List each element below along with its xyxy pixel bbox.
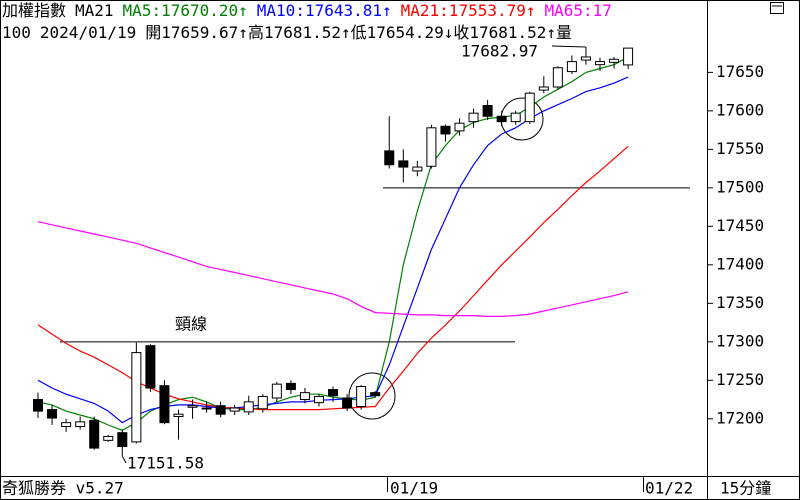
ma-line [37, 145, 629, 411]
neckline-label: 頸線 [175, 314, 207, 333]
app-name: 奇狐勝券 v5.27 [2, 479, 124, 498]
candle-body [356, 385, 367, 407]
candle-body [538, 86, 549, 91]
candle-body [623, 47, 634, 66]
header-line-2: 100 2024/01/19 開17659.67↑ 高17681.52↑ 低17654.… [2, 23, 705, 43]
x-tick-label: 01/22 [645, 479, 693, 498]
candle-body [384, 150, 395, 166]
callout-line [551, 45, 586, 48]
candle-body [103, 436, 114, 441]
y-tick-label: 17200 [716, 408, 764, 427]
candle-body [482, 104, 493, 117]
indicator: MA21 [75, 1, 114, 20]
candle-body [314, 395, 324, 404]
candle-body [552, 67, 563, 88]
candle-body [243, 401, 254, 413]
quote-info: 低17654.29↓ [350, 23, 454, 42]
candle-body [370, 392, 381, 397]
ma-line [37, 221, 629, 317]
y-tick-label: 17450 [716, 216, 764, 235]
quote-info: 2024/01/19 [39, 23, 137, 42]
candle-body [440, 125, 451, 135]
candle-body [229, 407, 240, 412]
legend-entry: MA65:17 [544, 1, 612, 20]
candle-body [299, 392, 310, 401]
highlight-circle [348, 372, 396, 420]
legend-entry: MA10:17643.81↑ [256, 1, 392, 20]
quote-info: 收17681.52↑ [453, 23, 557, 42]
candle-body [257, 395, 268, 410]
y-tick-label: 17350 [716, 293, 764, 312]
candle-body [173, 413, 184, 417]
quote-info: 開17659.67↑ [145, 23, 248, 42]
y-tick-label: 17400 [716, 254, 764, 273]
y-tick-label: 17600 [716, 100, 764, 119]
y-tick-label: 17650 [716, 62, 764, 81]
candle-body [510, 112, 521, 123]
candle-body [468, 112, 479, 123]
candle-body [454, 122, 465, 132]
candle-body [285, 382, 296, 391]
candle-body [580, 56, 591, 61]
low-label: 17151.58 [127, 454, 204, 473]
candle-body [398, 160, 409, 168]
candle-body [33, 399, 43, 412]
legend-entry: MA5:17670.20↑ [122, 1, 248, 20]
candle-body [47, 409, 58, 419]
candle-body [89, 419, 100, 449]
y-tick-label: 17300 [716, 331, 764, 350]
period: 15分鐘 [720, 479, 771, 498]
title: 加權指數 [2, 1, 67, 20]
header-line-1: 加權指數 MA21 MA5:17670.20↑ MA10:17643.81↑ MA2… [2, 1, 705, 21]
candle-body [145, 345, 156, 389]
candle-body [215, 405, 226, 415]
candle-body [271, 383, 282, 399]
callout-line [121, 455, 127, 464]
y-tick-label: 17250 [716, 370, 764, 389]
window-button[interactable] [770, 2, 784, 14]
plot-clip [37, 56, 629, 431]
candle-body [595, 61, 605, 66]
candle-body [609, 58, 620, 63]
candle-body [342, 397, 353, 409]
candle-body [201, 407, 212, 410]
y-tick-label: 17550 [716, 139, 764, 158]
candle-body [187, 405, 198, 408]
candle-body [328, 389, 339, 397]
quote-info: 量 [556, 23, 573, 42]
quote-info: 100 [2, 23, 31, 42]
quote-info: 高17681.52↑ [247, 23, 351, 42]
highlight-circle [500, 97, 544, 141]
legend-entry: MA21:17553.79↑ [400, 1, 536, 20]
candle-body [75, 421, 86, 427]
candle-body [61, 422, 72, 427]
candle-body [117, 432, 128, 448]
y-tick-label: 17500 [716, 177, 764, 196]
candle-body [412, 166, 423, 172]
high-label: 17682.97 [461, 42, 538, 61]
candle-body [524, 92, 535, 123]
candle-body [496, 115, 507, 123]
candle-body [131, 352, 142, 443]
candle-body [566, 61, 577, 73]
ma-line [37, 76, 629, 424]
x-tick-label: 01/19 [390, 479, 438, 498]
candle-body [159, 385, 170, 424]
candle-body [426, 127, 437, 167]
